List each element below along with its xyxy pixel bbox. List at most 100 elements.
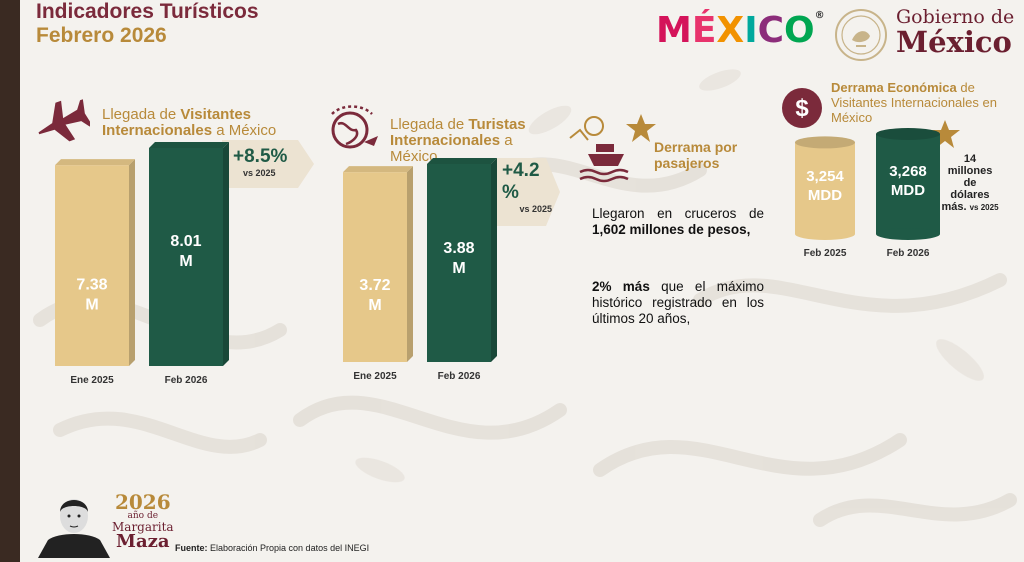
bar-bottom: [876, 228, 940, 240]
bar-top: [149, 142, 229, 148]
year-sub: año de: [127, 511, 159, 521]
cruceros-p1-pre: Llegaron en cruceros de: [592, 206, 764, 221]
mexico-logo-letter: O: [784, 10, 815, 51]
derrama-label: Derrama Económica de Visitantes Internac…: [831, 80, 1021, 125]
data-label: MDD: [808, 187, 842, 204]
bar-top: [795, 136, 855, 149]
name-line2: Maza: [116, 531, 170, 552]
bar: [427, 164, 491, 362]
gobierno-line2: México: [896, 25, 1012, 59]
data-label: 3,268: [889, 163, 927, 180]
mexico-logo: MÉXICO®: [656, 10, 825, 51]
mexico-logo-letter: C: [757, 10, 785, 51]
bar-bottom: [795, 228, 855, 240]
svg-text:$: $: [795, 95, 809, 122]
bar: [876, 134, 940, 234]
data-label: 3.88: [443, 240, 474, 257]
data-label: 8.01: [170, 233, 201, 250]
pct-ribbon-visitantes: [222, 140, 314, 188]
gobierno-logo: Gobierno de México: [896, 8, 1014, 57]
turistas-pct-vs: vs 2025: [519, 204, 552, 214]
gobierno-line1: Gobierno de: [896, 6, 1015, 28]
registered-mark: ®: [814, 10, 825, 21]
data-label: M: [85, 297, 98, 314]
mills-l4: dólares: [950, 189, 990, 201]
mills-vs: vs 2025: [969, 203, 999, 212]
pct-ribbon-turistas: [490, 158, 560, 226]
dollar-icon: $: [782, 88, 822, 128]
cruceros-p2-bold: 2% más: [592, 279, 650, 294]
bar-side: [129, 159, 135, 366]
bar: [149, 148, 223, 366]
bar-side: [407, 166, 413, 362]
source-footnote: Fuente: Elaboración Propia con datos del…: [175, 543, 369, 553]
turistas-label-pre: Llegada de: [390, 116, 469, 133]
derrama-label-post: de Visitantes Internacionales en México: [831, 80, 997, 125]
visitantes-pct-value: +8.5%: [233, 146, 288, 167]
bar: [343, 172, 407, 362]
data-label: M: [368, 297, 381, 314]
name-line1: Margarita: [112, 520, 174, 534]
mills-l2: millones: [947, 165, 993, 177]
turistas-label-bold: Turistas Internacionales: [390, 116, 526, 149]
data-label: 3.72: [359, 277, 390, 294]
bar-side: [491, 158, 497, 362]
data-label: MDD: [891, 182, 925, 199]
bar-side: [223, 142, 229, 366]
mills-l3: de: [963, 177, 977, 189]
derrama-label-bold: Derrama Económica: [831, 80, 957, 95]
visitantes-label-bold: Visitantes Internacionales: [102, 106, 251, 139]
mexico-logo-letter: É: [691, 10, 717, 51]
x-tick-label: Ene 2025: [70, 375, 114, 386]
x-tick-label: Feb 2026: [438, 371, 481, 382]
x-tick-label: Ene 2025: [353, 371, 397, 382]
x-tick-label: Feb 2025: [804, 248, 847, 259]
subtitle-line: Febrero 2026: [36, 24, 167, 47]
data-label: M: [179, 253, 192, 270]
data-label: 7.38: [76, 277, 107, 294]
visitantes-pct-vs: vs 2025: [243, 168, 276, 178]
visitantes-label: Llegada de Visitantes Internacionales a …: [102, 107, 292, 139]
bar-top: [55, 159, 135, 166]
cruceros-title: Derrama por pasajeros: [654, 139, 738, 171]
page-title: Indicadores Turísticos Febrero 2026: [36, 0, 259, 48]
mills-l5: más.: [941, 201, 967, 213]
turistas-label: Llegada de Turistas Internacionales a Mé…: [390, 117, 550, 165]
x-tick-label: Feb 2026: [165, 375, 208, 386]
visitantes-pct: +8.5% vs 2025: [233, 146, 287, 178]
title-line: Indicadores Turísticos: [36, 0, 259, 23]
left-sidebar-bar: [0, 0, 20, 562]
turistas-label-post: a México: [390, 132, 513, 165]
star-icon: [930, 120, 960, 148]
visitantes-label-post: a México: [212, 122, 277, 139]
bar-top: [427, 158, 497, 164]
year-number: 2026: [114, 490, 171, 514]
source-label: Fuente:: [175, 543, 208, 553]
mexico-logo-letter: M: [656, 10, 692, 51]
mexico-logo-letter: I: [744, 10, 758, 51]
bar-top: [876, 128, 940, 140]
bar: [55, 165, 129, 366]
cruise-ship-icon: [569, 116, 629, 183]
x-tick-label: Feb 2026: [887, 248, 930, 259]
visitantes-label-pre: Llegada de: [102, 106, 181, 123]
source-text: Elaboración Propia con datos del INEGI: [207, 543, 370, 553]
data-label: 3,254: [806, 168, 844, 185]
airplane-icon: [38, 99, 90, 142]
national-seal-icon: [835, 9, 887, 61]
derrama-millones-note: 14 millones de dólares más. vs 2025: [930, 153, 1010, 214]
bar: [795, 142, 855, 234]
year-badge: 2026 año de Margarita Maza: [112, 492, 174, 551]
mexico-logo-letter: X: [716, 10, 745, 51]
margarita-maza-portrait: [38, 499, 110, 558]
turistas-pct-value: +4.2 %: [502, 160, 540, 203]
mills-l1: 14: [963, 153, 977, 165]
turistas-pct: +4.2 % vs 2025: [502, 160, 552, 214]
cruceros-p1-bold: 1,602 millones de pesos,: [592, 222, 751, 237]
cruceros-paragraph-1: Llegaron en cruceros de 1,602 millones d…: [592, 206, 764, 238]
cruceros-p2-post: que el máximo histórico registrado en lo…: [592, 279, 764, 326]
bar-top: [343, 166, 413, 173]
data-label: M: [452, 260, 465, 277]
cruceros-paragraph-2: 2% más que el máximo histórico registrad…: [592, 279, 764, 327]
